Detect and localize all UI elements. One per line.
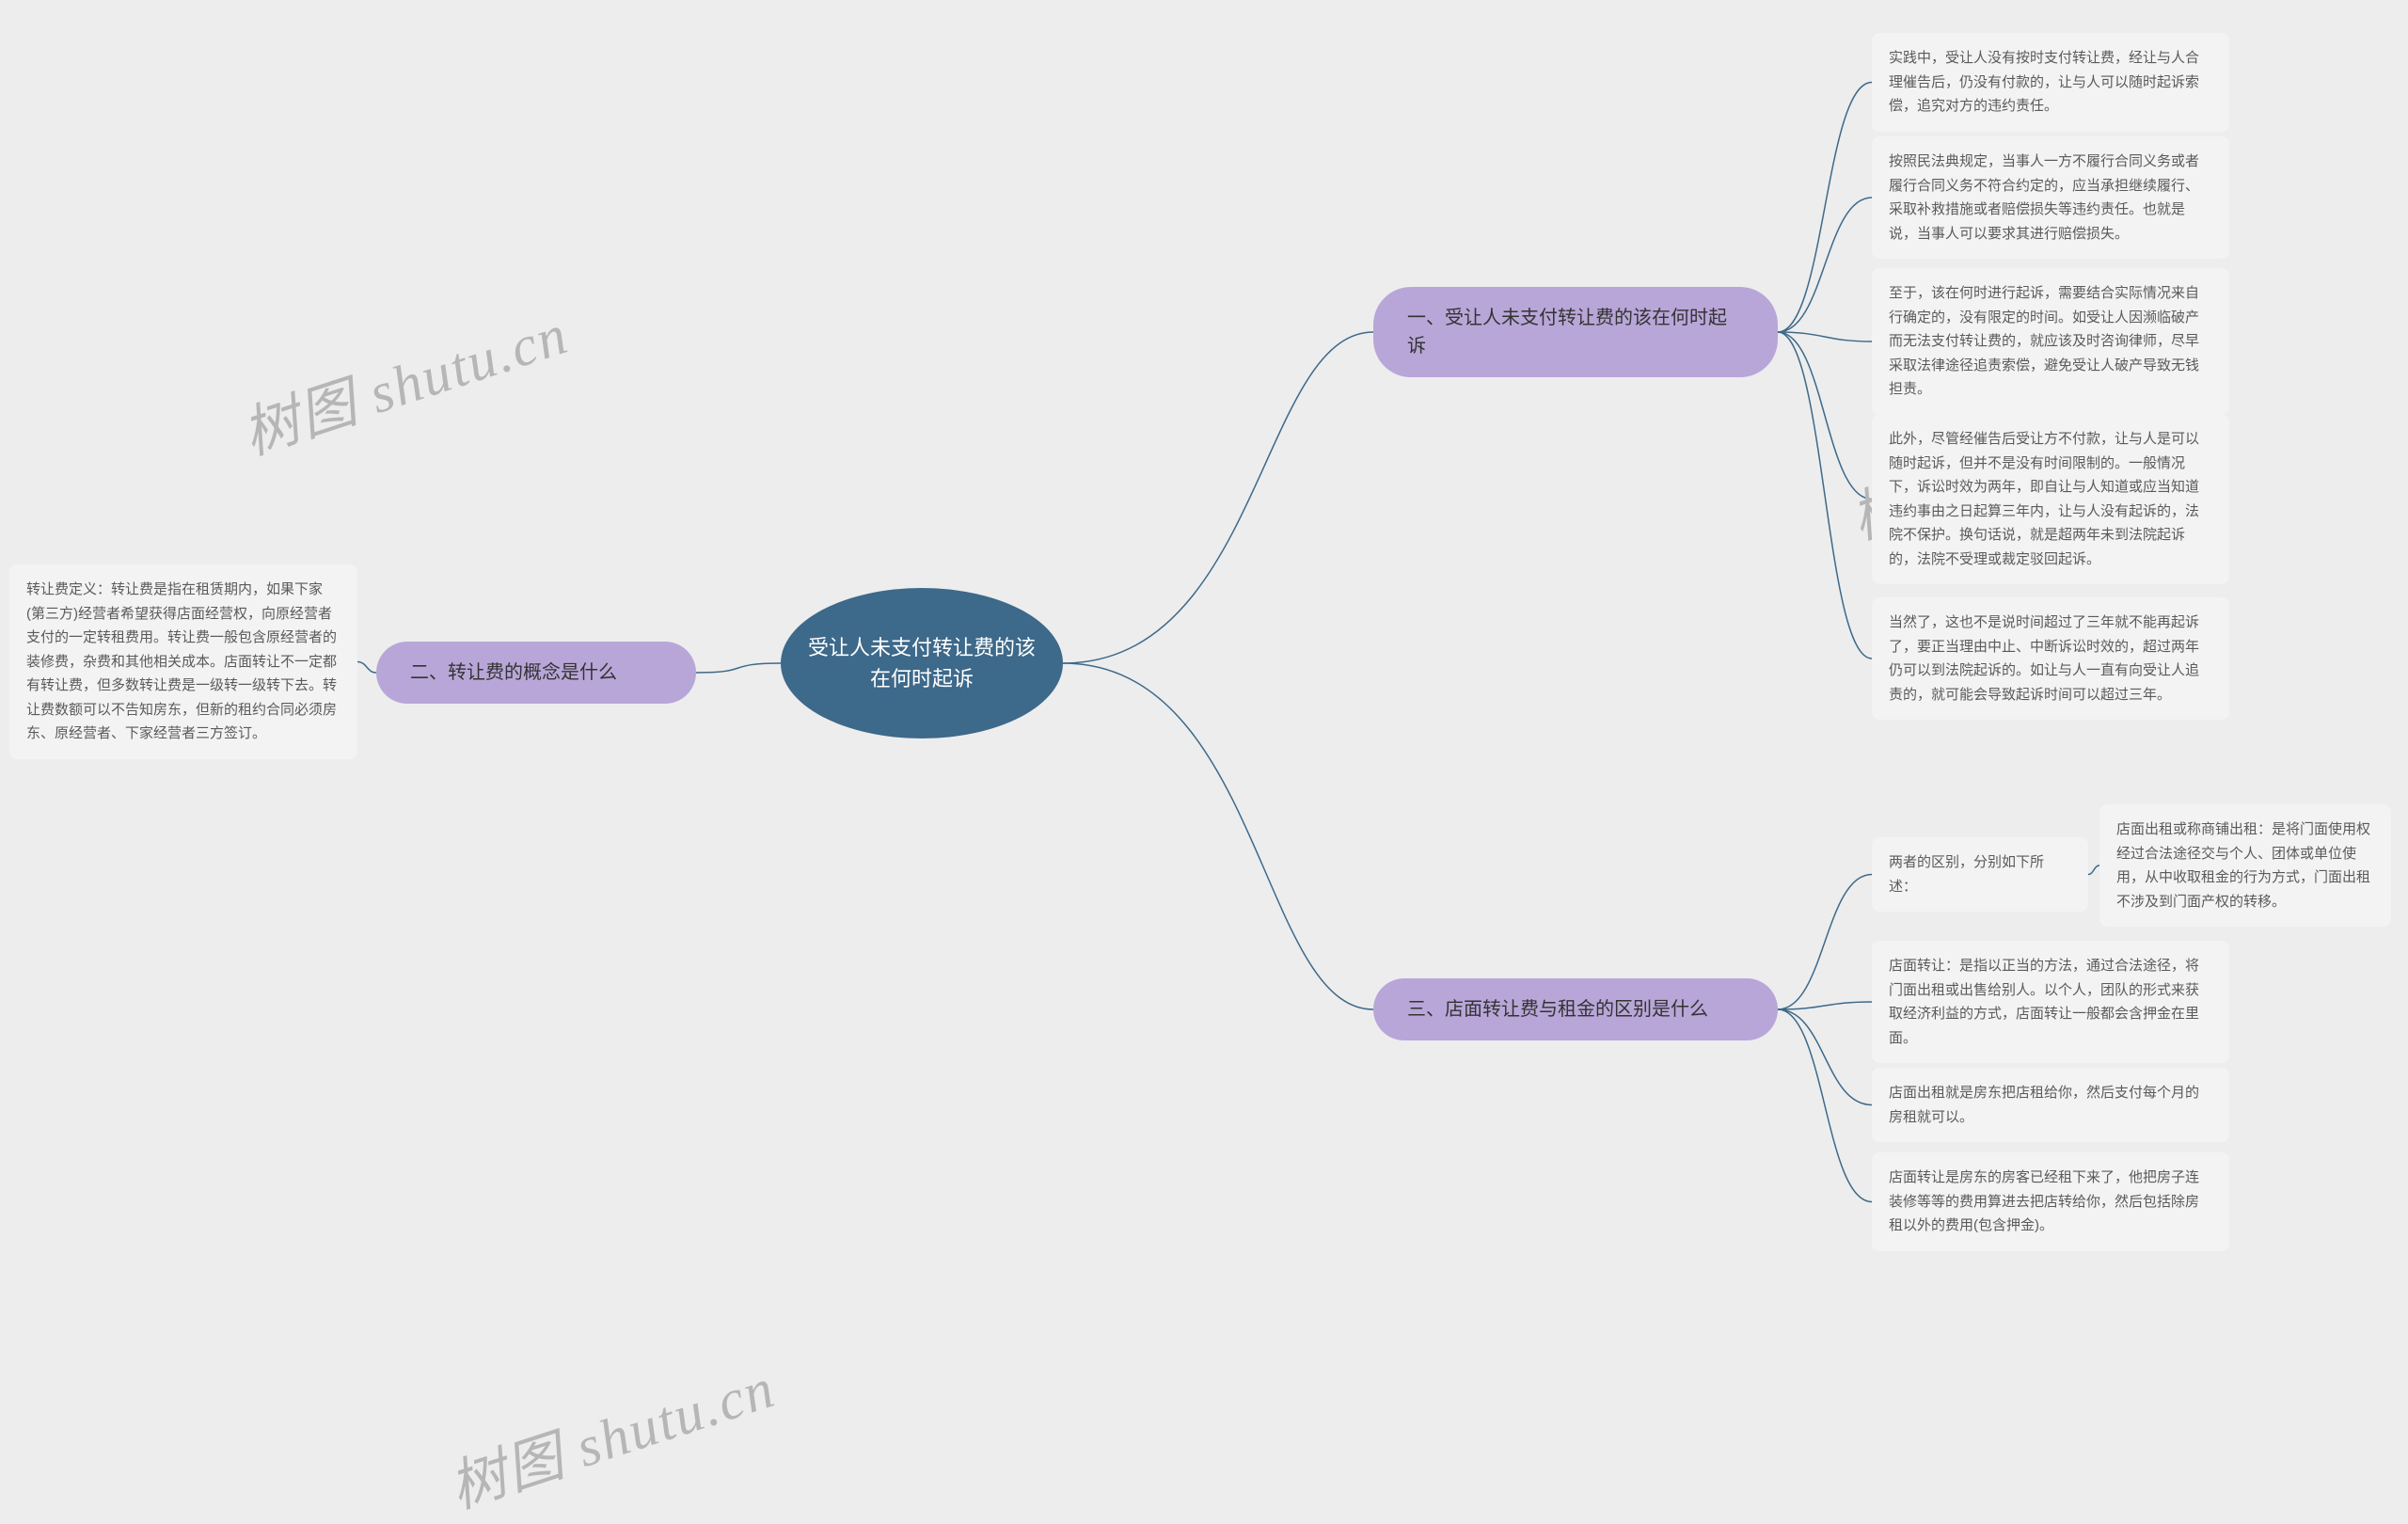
leaf-node: 当然了，这也不是说时间超过了三年就不能再起诉了，要正当理由中止、中断诉讼时效的，… bbox=[1872, 597, 2229, 720]
branch-node-b1: 一、受让人未支付转让费的该在何时起诉 bbox=[1373, 287, 1778, 377]
root-node: 受让人未支付转让费的该在何时起诉 bbox=[781, 588, 1063, 738]
branch-node-b2: 二、转让费的概念是什么 bbox=[376, 642, 696, 704]
leaf-node: 至于，该在何时进行起诉，需要结合实际情况来自行确定的，没有限定的时间。如受让人因… bbox=[1872, 268, 2229, 415]
watermark: 树图 shutu.cn bbox=[437, 1342, 784, 1524]
leaf-node: 此外，尽管经催告后受让方不付款，让与人是可以随时起诉，但并不是没有时间限制的。一… bbox=[1872, 414, 2229, 584]
leaf-node: 店面出租就是房东把店租给你，然后支付每个月的房租就可以。 bbox=[1872, 1068, 2229, 1142]
branch-label: 一、受让人未支付转让费的该在何时起诉 bbox=[1407, 304, 1744, 360]
branch-label: 二、转让费的概念是什么 bbox=[410, 659, 662, 687]
leaf-node-sub: 店面出租或称商铺出租：是将门面使用权经过合法途径交与个人、团体或单位使用，从中收… bbox=[2099, 804, 2391, 927]
leaf-node: 店面转让：是指以正当的方法，通过合法途径，将门面出租或出售给别人。以个人，团队的… bbox=[1872, 941, 2229, 1063]
mindmap-canvas: 树图 shutu.cn树图 shutu.cn树图 shutu.cn 受让人未支付… bbox=[0, 0, 2408, 1418]
branch-label: 三、店面转让费与租金的区别是什么 bbox=[1407, 995, 1744, 1024]
leaf-node: 实践中，受让人没有按时支付转让费，经让与人合理催告后，仍没有付款的，让与人可以随… bbox=[1872, 33, 2229, 132]
root-label: 受让人未支付转让费的该在何时起诉 bbox=[800, 632, 1044, 694]
branch-node-b3: 三、店面转让费与租金的区别是什么 bbox=[1373, 978, 1778, 1040]
leaf-node: 按照民法典规定，当事人一方不履行合同义务或者履行合同义务不符合约定的，应当承担继… bbox=[1872, 136, 2229, 259]
leaf-node: 转让费定义：转让费是指在租赁期内，如果下家(第三方)经营者希望获得店面经营权，向… bbox=[9, 564, 357, 759]
leaf-node: 店面转让是房东的房客已经租下来了，他把房子连装修等等的费用算进去把店转给你，然后… bbox=[1872, 1152, 2229, 1251]
watermark: 树图 shutu.cn bbox=[230, 289, 577, 471]
leaf-node: 两者的区别，分别如下所述： bbox=[1872, 837, 2088, 912]
